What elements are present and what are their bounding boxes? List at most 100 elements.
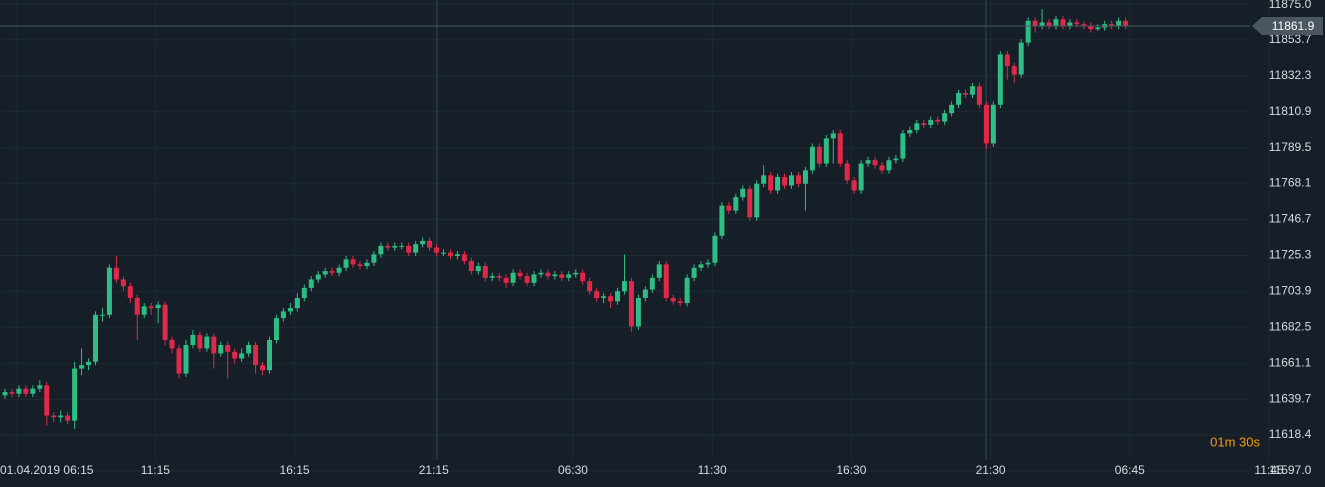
candle-body — [44, 385, 50, 416]
candle-body — [169, 339, 175, 349]
candle-body — [65, 415, 71, 421]
y-tick-label: 11853.7 — [1269, 32, 1312, 46]
candle-body — [747, 188, 753, 218]
candle-body — [399, 245, 405, 247]
candle-body — [726, 205, 732, 211]
candle-body — [496, 276, 502, 278]
candle-body — [308, 279, 314, 288]
candle-body — [239, 353, 245, 359]
candle-body — [594, 291, 600, 298]
candle-body — [566, 274, 572, 278]
candle-body — [782, 177, 788, 186]
candle-body — [601, 296, 607, 298]
candle-body — [837, 133, 843, 164]
candle-body — [677, 301, 683, 304]
candle-body — [733, 197, 739, 211]
candle-body — [559, 274, 565, 278]
candle-body — [795, 175, 801, 184]
candle-body — [719, 205, 725, 236]
candle-body — [823, 138, 829, 164]
x-tick-label: 01.04.2019 06:15 — [0, 463, 94, 477]
candle-body — [190, 334, 196, 346]
candle-body — [921, 123, 927, 125]
x-tick-label: 16:30 — [836, 463, 866, 477]
candle-body — [232, 351, 238, 359]
candle-body — [886, 160, 892, 171]
candle-body — [176, 348, 182, 374]
candle-body — [92, 314, 98, 362]
candle-body — [816, 146, 822, 164]
y-tick-label: 11597.0 — [1269, 463, 1312, 477]
candle-body — [371, 254, 377, 263]
candle-body — [441, 252, 447, 254]
candle-body — [406, 245, 412, 253]
y-tick-label: 11618.4 — [1269, 427, 1312, 441]
candle-body — [552, 274, 558, 277]
candle-body — [447, 252, 453, 256]
candle-body — [879, 165, 885, 171]
candle-body — [489, 276, 495, 278]
candle-body — [1039, 22, 1045, 26]
candle-body — [893, 158, 899, 161]
candle-body — [51, 415, 57, 418]
candle-body — [301, 287, 307, 298]
candle-body — [2, 392, 8, 396]
candle-body — [322, 271, 328, 275]
candle-body — [587, 281, 593, 292]
candle-body — [315, 274, 321, 280]
candle-body — [1116, 20, 1122, 26]
candle-body — [768, 175, 774, 191]
candle-body — [698, 264, 704, 268]
candle-body — [148, 306, 154, 309]
candle-body — [413, 244, 419, 253]
x-tick-label: 16:15 — [280, 463, 310, 477]
candle-body — [1046, 22, 1052, 26]
candle-body — [364, 262, 370, 267]
candle-body — [58, 415, 64, 418]
candle-body — [775, 177, 781, 191]
candle-body — [72, 368, 78, 421]
y-tick-label: 11746.7 — [1269, 212, 1312, 226]
candle-body — [517, 272, 523, 277]
candle-body — [531, 274, 537, 283]
candle-body — [336, 267, 342, 273]
candle-body — [997, 54, 1003, 105]
candle-body — [120, 279, 126, 287]
candle-body — [253, 345, 259, 366]
candle-body — [663, 264, 669, 298]
candle-body — [267, 339, 273, 371]
candle-body — [343, 259, 349, 268]
candle-body — [963, 93, 969, 95]
candle-body — [16, 388, 22, 394]
candle-body — [1018, 42, 1024, 75]
candle-body — [357, 264, 363, 267]
candle-body — [830, 133, 836, 139]
y-tick-label: 11703.9 — [1269, 284, 1312, 298]
candle-body — [670, 297, 676, 302]
candle-body — [621, 281, 627, 292]
candle-body — [162, 304, 168, 340]
candle-body — [1060, 19, 1066, 26]
candle-body — [197, 334, 203, 349]
candle-body — [211, 336, 217, 354]
candle-body — [427, 240, 433, 248]
candle-body — [573, 272, 579, 275]
candle-body — [900, 133, 906, 159]
candle-body — [1081, 24, 1087, 26]
candle-body — [844, 163, 850, 181]
candle-body — [761, 175, 767, 184]
candles — [2, 9, 1129, 430]
candle-body — [225, 345, 231, 352]
candle-body — [134, 297, 140, 315]
candle-body — [983, 104, 989, 144]
candle-body — [858, 163, 864, 191]
y-tick-label: 11875.0 — [1269, 0, 1312, 11]
y-tick-label: 11810.9 — [1269, 104, 1312, 118]
candle-body — [1095, 27, 1101, 30]
candle-body — [218, 345, 224, 354]
candle-body — [580, 272, 586, 282]
candle-body — [935, 119, 941, 122]
candle-body — [113, 267, 119, 280]
candle-body — [642, 289, 648, 298]
